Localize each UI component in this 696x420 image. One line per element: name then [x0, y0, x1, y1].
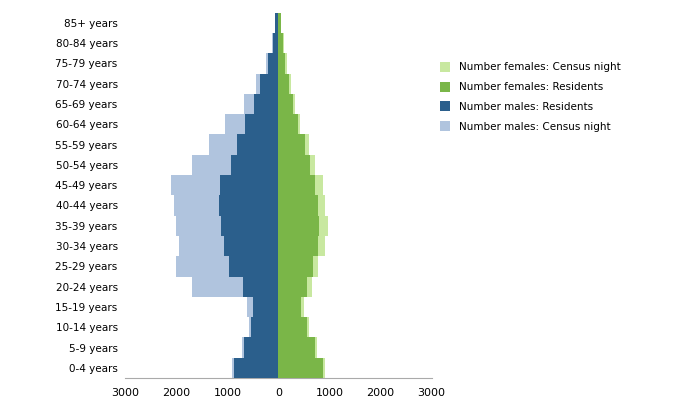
Bar [278, 33, 283, 53]
Bar [278, 215, 329, 236]
Bar [278, 236, 317, 256]
Bar [171, 175, 278, 195]
Bar [237, 134, 278, 155]
Bar [260, 74, 278, 94]
Bar [278, 53, 285, 74]
Bar [274, 13, 278, 33]
Bar [191, 155, 278, 175]
Bar [179, 236, 278, 256]
Bar [230, 256, 278, 276]
Bar [268, 53, 278, 74]
Bar [243, 276, 278, 297]
Bar [191, 276, 278, 297]
Bar [278, 236, 325, 256]
Bar [224, 236, 278, 256]
Bar [278, 134, 308, 155]
Bar [278, 155, 310, 175]
Bar [231, 155, 278, 175]
Bar [176, 215, 278, 236]
Bar [278, 74, 289, 94]
Bar [225, 114, 278, 134]
Bar [278, 74, 292, 94]
Bar [278, 13, 281, 33]
Bar [266, 53, 278, 74]
Bar [278, 94, 295, 114]
Bar [253, 297, 278, 317]
Bar [278, 276, 312, 297]
Bar [219, 195, 278, 215]
Bar [244, 337, 278, 358]
Legend: Number females: Census night, Number females: Residents, Number males: Residents: Number females: Census night, Number fem… [440, 62, 620, 132]
Bar [209, 134, 278, 155]
Bar [247, 297, 278, 317]
Bar [278, 114, 297, 134]
Bar [278, 195, 325, 215]
Bar [278, 297, 304, 317]
Bar [278, 155, 315, 175]
Bar [278, 276, 307, 297]
Bar [278, 358, 325, 378]
Bar [278, 195, 317, 215]
Bar [278, 175, 323, 195]
Bar [234, 358, 278, 378]
Bar [278, 134, 305, 155]
Bar [254, 94, 278, 114]
Bar [278, 256, 318, 276]
Bar [232, 358, 278, 378]
Bar [245, 114, 278, 134]
Bar [278, 13, 280, 33]
Bar [278, 317, 307, 337]
Bar [174, 195, 278, 215]
Bar [273, 33, 278, 53]
Bar [278, 337, 315, 358]
Bar [278, 317, 309, 337]
Bar [278, 175, 315, 195]
Bar [278, 33, 284, 53]
Bar [251, 317, 278, 337]
Bar [275, 13, 278, 33]
Bar [272, 33, 278, 53]
Bar [256, 74, 278, 94]
Bar [278, 337, 317, 358]
Bar [278, 358, 323, 378]
Bar [220, 175, 278, 195]
Bar [278, 114, 300, 134]
Bar [221, 215, 278, 236]
Bar [242, 337, 278, 358]
Bar [278, 94, 293, 114]
Bar [278, 256, 313, 276]
Bar [248, 317, 278, 337]
Bar [278, 215, 319, 236]
Bar [176, 256, 278, 276]
Bar [278, 53, 287, 74]
Bar [244, 94, 278, 114]
Bar [278, 297, 301, 317]
